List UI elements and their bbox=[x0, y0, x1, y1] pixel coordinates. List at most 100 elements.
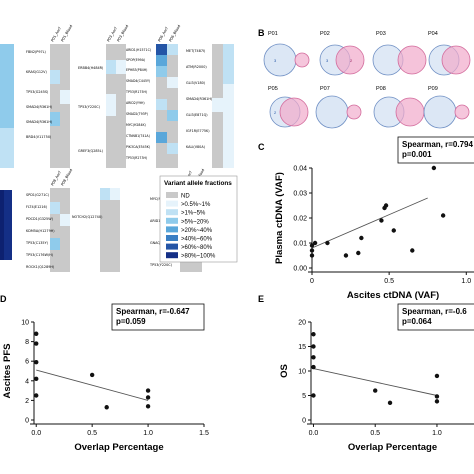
venn-label: P07 bbox=[320, 86, 330, 92]
y-axis-label: Plasma ctDNA (VAF) bbox=[274, 172, 285, 264]
heatmap-cell bbox=[106, 60, 116, 74]
venn-circle-plasma bbox=[454, 104, 470, 120]
panel-b-label: B bbox=[258, 28, 265, 38]
gene-label: SMAD4(R361H) bbox=[26, 120, 53, 124]
data-point bbox=[434, 399, 440, 404]
data-point bbox=[145, 404, 151, 409]
venn-count-plasma: 2 bbox=[350, 58, 353, 63]
gene-label: ATM(R2000) bbox=[186, 65, 207, 69]
legend-swatch bbox=[166, 217, 178, 224]
heatmap-block-2: ERBB4(H484R) TP53(Y220C) GREF3(Q285L) P0… bbox=[77, 24, 129, 168]
stats-text: p=0.001 bbox=[402, 150, 432, 159]
legend-swatch bbox=[166, 192, 178, 198]
column-header: P03_Blood bbox=[116, 24, 129, 42]
x-axis-label: Ascites ctDNA (VAF) bbox=[347, 290, 439, 301]
heatmap-cell bbox=[60, 214, 70, 226]
y-tick-label: 10 bbox=[298, 369, 306, 376]
x-tick-label: 0.5 bbox=[384, 278, 394, 285]
legend-label: >60%~80% bbox=[181, 245, 213, 251]
heatmap-cell bbox=[116, 60, 126, 74]
data-point bbox=[383, 203, 389, 208]
gene-label: TP53(Y220C) bbox=[77, 105, 101, 109]
venn-label: P05 bbox=[268, 86, 278, 92]
venn-circle-plasma bbox=[279, 97, 309, 127]
legend-label: >40%~60% bbox=[181, 237, 213, 243]
gene-label: SMAD2(T93P) bbox=[126, 112, 148, 116]
x-axis-label: Overlap Percentage bbox=[74, 442, 163, 453]
data-point bbox=[309, 253, 315, 258]
column-header: P08_Blood bbox=[60, 168, 73, 186]
y-tick-label: 0.00 bbox=[293, 266, 307, 273]
legend-label: >80%~100% bbox=[181, 254, 216, 260]
heatmap-cell bbox=[110, 188, 120, 200]
legend-entries: ND >0.5%~1% >1%~5% >5%~20% >20%~40% >40%~60% >… bbox=[166, 192, 216, 260]
gene-label: EPHB3(P84H) bbox=[126, 68, 147, 72]
heatmap-cell bbox=[167, 44, 178, 55]
venn-circle-ascites bbox=[423, 95, 457, 129]
y-tick-label: 20 bbox=[298, 320, 306, 327]
venn-label: P03 bbox=[376, 31, 386, 37]
heatmap-block-1: FBN2(P97L) KRAS(G12V) TP53(G245S) SMAD4(… bbox=[0, 24, 73, 168]
legend-swatch bbox=[166, 252, 178, 259]
gene-label: TP53(G245S) bbox=[25, 90, 49, 94]
stats-text: Spearman, r=-0.6 bbox=[402, 307, 467, 316]
gene-label: SPD1(G271C) bbox=[26, 193, 50, 197]
heatmap-cell bbox=[50, 238, 60, 250]
legend-swatch bbox=[166, 243, 178, 250]
gene-label: SMAD4(C445Y) bbox=[126, 79, 150, 83]
data-point bbox=[359, 235, 364, 241]
legend-label: >0.5%~1% bbox=[181, 202, 211, 208]
heatmap-cell bbox=[156, 55, 167, 66]
heatmap-cell bbox=[106, 94, 116, 116]
panel-a: FBN2(P97L) KRAS(G12V) TP53(G245S) SMAD4(… bbox=[0, 24, 238, 272]
data-point bbox=[431, 165, 437, 171]
data-point bbox=[343, 253, 349, 258]
venn-circle-plasma bbox=[441, 45, 471, 75]
gene-label: GLI3(V180) bbox=[186, 81, 206, 85]
column-header: P06_Ascf bbox=[157, 26, 169, 43]
data-point bbox=[391, 228, 396, 233]
data-point bbox=[34, 341, 39, 346]
x-tick-label: 1.0 bbox=[432, 430, 442, 437]
venn-circle-plasma bbox=[335, 45, 365, 75]
legend-label: >5%~20% bbox=[181, 219, 209, 225]
gene-label: TP53(C135Y) bbox=[25, 241, 49, 245]
y-tick-label: 0.01 bbox=[293, 241, 307, 248]
legend-swatch bbox=[166, 209, 178, 216]
heatmap-cell bbox=[156, 66, 167, 77]
data-point bbox=[309, 248, 315, 253]
heatmap-cell bbox=[223, 44, 234, 84]
gene-label: FBN2(P97L) bbox=[26, 50, 47, 54]
gene-label: GREF3(Q285L) bbox=[78, 149, 104, 153]
venn-label: P01 bbox=[268, 31, 278, 37]
x-tick-label: 1.0 bbox=[461, 278, 471, 285]
venn-circle-ascites bbox=[263, 43, 297, 77]
venn-circle-plasma bbox=[346, 104, 362, 120]
heatmap-cell bbox=[156, 132, 167, 143]
heatmap-cell bbox=[100, 188, 110, 272]
data-point bbox=[34, 393, 39, 398]
heatmap-cell bbox=[100, 188, 110, 200]
heatmap-cell bbox=[156, 99, 167, 110]
y-tick-label: 0.03 bbox=[293, 191, 307, 198]
stats-text: p=0.059 bbox=[116, 317, 146, 326]
venn-circle-plasma bbox=[294, 52, 310, 68]
gene-label: SMAD4(R361H) bbox=[186, 97, 213, 101]
heatmap-cell bbox=[50, 188, 60, 272]
gene-label: TP53(Y220C) bbox=[149, 263, 173, 267]
scatter-chart-c: 0 0.5 1.0 0.00 0.01 0.02 0.03 0.04 Ascites ctDNA… bbox=[274, 136, 474, 301]
heatmap-cell bbox=[50, 112, 60, 126]
heatmap-block-5: SPD1(G271C) FLT4(E1216) PDCD1(G325W) KDM… bbox=[0, 168, 73, 272]
heatmap-cell bbox=[60, 90, 70, 104]
heatmap-cell bbox=[156, 44, 167, 55]
venn-circle-plasma bbox=[395, 97, 425, 127]
heatmap-cell bbox=[110, 188, 120, 272]
heatmap-cell bbox=[0, 128, 14, 168]
data-point bbox=[311, 355, 316, 360]
scatter-chart-e: 0.0 0.5 1.0 0 5 10 15 20 Overlap Percentage OS Spe… bbox=[279, 303, 474, 453]
y-tick-label: 5 bbox=[302, 393, 306, 400]
data-point bbox=[434, 394, 440, 399]
heatmap-cell bbox=[50, 202, 60, 214]
stats-text: Spearman, r=0.794 bbox=[402, 140, 473, 149]
x-axis-label: Overlap Percentage bbox=[348, 442, 437, 453]
